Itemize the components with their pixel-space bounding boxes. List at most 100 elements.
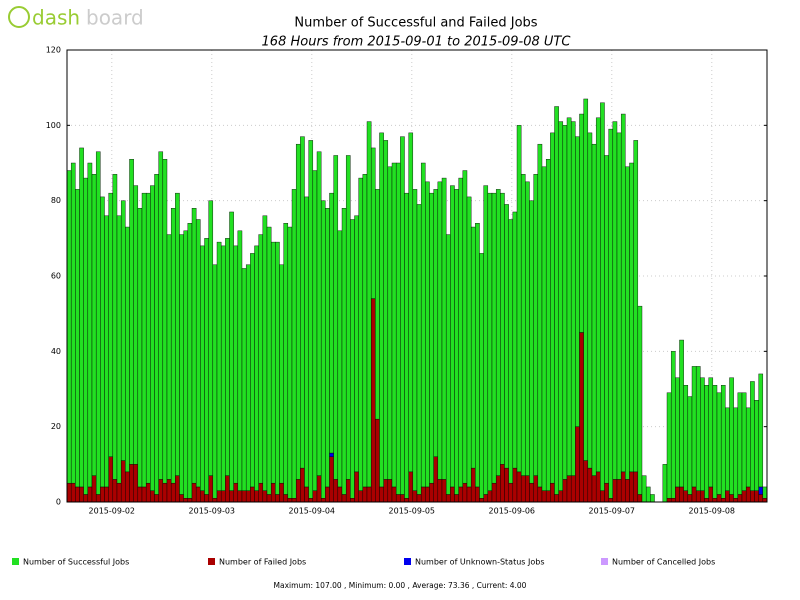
bar-segment — [495, 189, 501, 476]
plot-frame — [66, 49, 768, 503]
bar-segment — [404, 192, 409, 499]
bar-segment — [358, 490, 364, 503]
bar-segment — [195, 219, 201, 488]
bar-segment — [662, 464, 668, 503]
bar-segment — [420, 162, 426, 488]
bar-segment — [337, 486, 343, 503]
bar-segment — [283, 223, 289, 495]
bar-segment — [487, 192, 493, 491]
bar-segment — [716, 392, 722, 495]
bar-segment — [166, 234, 172, 480]
bar-segment — [345, 155, 351, 480]
bar-segment — [591, 143, 597, 476]
bar-segment — [320, 498, 326, 503]
bar-segment — [354, 215, 359, 473]
bar-segment — [250, 486, 255, 503]
bar-segment — [720, 498, 726, 503]
bar-segment — [379, 132, 384, 488]
bar-segment — [483, 494, 489, 503]
bar-segment — [212, 498, 218, 503]
bar-segment — [233, 482, 239, 503]
bar-segment — [187, 498, 193, 503]
bar-segment — [700, 377, 705, 491]
x-tick-label: 2015-09-05 — [389, 507, 436, 516]
bar-segment — [254, 490, 259, 503]
bar-segment — [675, 486, 680, 503]
bar-segment — [225, 238, 230, 476]
bar-segment — [379, 486, 384, 503]
logo-icon — [8, 6, 30, 28]
bar-segment — [358, 177, 364, 491]
bar-segment — [137, 486, 143, 503]
bar-segment — [279, 264, 284, 484]
bar-segment — [737, 392, 743, 495]
x-tick-label: 2015-09-08 — [689, 507, 736, 516]
bar-segment — [537, 486, 543, 503]
bar-segment — [637, 494, 643, 503]
bar-segment — [287, 498, 293, 503]
bar-segment — [329, 456, 334, 503]
bar-segment — [333, 155, 339, 480]
bar-segment — [362, 174, 368, 488]
bar-segment — [462, 482, 468, 503]
bar-segment — [195, 486, 201, 503]
bar-segment — [625, 479, 630, 503]
bar-segment — [350, 498, 355, 503]
bar-segment — [525, 181, 530, 476]
legend-swatch — [404, 558, 411, 565]
bar-segment — [645, 486, 651, 503]
bar-segment — [737, 494, 743, 503]
bar-segment — [258, 482, 264, 503]
bar-segment — [487, 490, 493, 503]
bar-segment — [383, 479, 389, 503]
bar-segment — [145, 482, 151, 503]
logo-right: board — [86, 6, 144, 30]
bar-segment — [320, 200, 326, 499]
bar-segment — [479, 253, 484, 499]
bar-segment — [704, 498, 709, 503]
bar-segment — [83, 177, 89, 495]
bar-segment — [200, 245, 205, 491]
bar-segment — [241, 268, 247, 491]
bar-segment — [420, 486, 426, 503]
bar-segment — [141, 192, 147, 488]
bar-segment — [583, 460, 589, 503]
bar-segment — [387, 166, 393, 480]
bar-segment — [595, 117, 601, 473]
bar-segment — [550, 132, 555, 484]
bar-segment — [400, 494, 405, 503]
bar-segment — [504, 204, 509, 469]
bar-segment — [387, 479, 393, 503]
bar-segment — [250, 253, 255, 488]
bar-segment — [154, 174, 159, 495]
bar-segment — [687, 494, 693, 503]
bar-segment — [108, 192, 114, 457]
bar-segment — [304, 196, 309, 488]
bar-segment — [695, 490, 701, 503]
bar-segment — [600, 490, 605, 503]
bar-segment — [566, 475, 572, 503]
bar-segment — [545, 159, 551, 491]
bar-segment — [458, 177, 464, 488]
bar-segment — [708, 486, 714, 503]
bar-segment — [200, 490, 205, 503]
bar-segment — [545, 490, 551, 503]
bar-segment — [204, 238, 209, 495]
bar-segment — [308, 498, 314, 503]
bar-segment — [595, 471, 601, 503]
bar-segment — [341, 494, 347, 503]
logo-left: dash — [32, 6, 80, 30]
bar-segment — [437, 181, 443, 480]
legend-label: Number of Unknown-Status Jobs — [415, 558, 545, 567]
bar-segment — [187, 223, 193, 499]
bar-segment — [412, 189, 418, 491]
bar-segment — [762, 486, 768, 499]
bar-segment — [208, 200, 214, 476]
bar-segment — [404, 498, 409, 503]
bar-segment — [237, 230, 243, 491]
bar-segment — [637, 305, 643, 495]
x-tick-label: 2015-09-02 — [89, 507, 136, 516]
bar-segment — [683, 490, 689, 503]
bar-segment — [412, 490, 418, 503]
bar-segment — [150, 185, 155, 491]
